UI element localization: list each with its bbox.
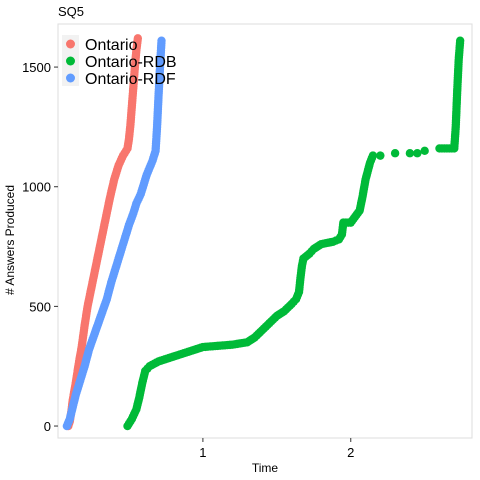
data-point: [455, 36, 465, 45]
legend-label: Ontario-RDB: [85, 54, 177, 71]
legend-key: [66, 73, 75, 83]
y-axis-label: # Answers Produced: [3, 185, 17, 295]
data-point: [390, 149, 400, 158]
y-tick-label: 1500: [22, 60, 51, 75]
axis-ticks: 1 2 0 500 1000 1500: [22, 60, 354, 460]
chart-title: SQ5: [58, 4, 84, 19]
data-point: [368, 151, 378, 160]
data-point: [157, 36, 166, 45]
y-tick-label: 500: [29, 299, 51, 314]
series-ontario-rdf: [62, 36, 166, 431]
legend-key: [66, 56, 75, 66]
legend-label: Ontario-RDF: [85, 71, 176, 88]
y-tick-label: 0: [44, 419, 51, 434]
data-point: [405, 149, 415, 158]
data-point: [413, 149, 422, 158]
x-axis-label: Time: [252, 461, 279, 475]
series-ontario-rdb: [123, 36, 465, 431]
data-point: [133, 34, 143, 43]
data-point: [376, 151, 385, 160]
legend-label: Ontario: [85, 37, 138, 54]
y-tick-label: 1000: [22, 180, 51, 195]
legend-key: [66, 39, 75, 49]
data-points: [62, 34, 465, 431]
data-point: [420, 146, 429, 156]
x-tick-label: 2: [347, 445, 354, 460]
x-tick-label: 1: [199, 445, 206, 460]
